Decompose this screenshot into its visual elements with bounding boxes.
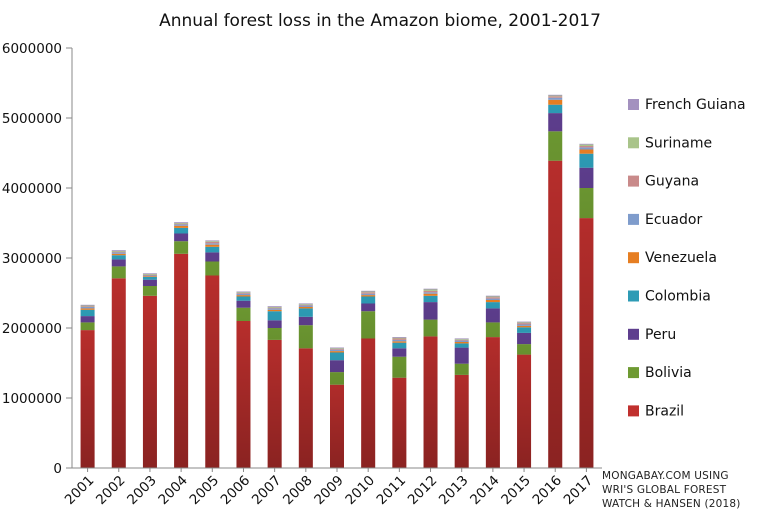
legend-swatch-peru [628, 328, 639, 340]
y-tick-label: 5000000 [2, 111, 62, 127]
x-tick-label: 2011 [374, 473, 410, 509]
legend-label: Brazil [645, 403, 684, 419]
legend-label: Peru [645, 327, 676, 343]
legend-swatch-ecuador [628, 213, 639, 225]
x-tick-label: 2016 [529, 473, 565, 509]
bar-shading [174, 222, 189, 468]
legend-label: Venezuela [645, 250, 717, 266]
y-tick-label: 1000000 [2, 391, 62, 407]
source-credit: MONGABAY.COM USING WRI'S GLOBAL FOREST W… [602, 469, 766, 511]
legend-label: French Guiana [645, 97, 746, 113]
legend-label: Colombia [645, 289, 711, 305]
legend-label: Guyana [645, 174, 699, 190]
bar-shading [111, 250, 126, 468]
credit-line-3: WATCH & HANSEN (2018) [602, 498, 741, 510]
legend-swatch-colombia [628, 290, 639, 302]
bars-group [80, 94, 594, 469]
credit-line-1: MONGABAY.COM USING [602, 470, 729, 482]
legend-swatch-venezuela [628, 252, 639, 264]
legend-swatch-french-guiana [628, 99, 639, 110]
bar-shading [548, 94, 563, 469]
x-tick-label: 2001 [62, 473, 98, 509]
bar-shading [454, 338, 469, 468]
x-tick-label: 2013 [436, 473, 472, 509]
legend-swatch-bolivia [628, 367, 639, 379]
legend-label: Suriname [645, 135, 712, 151]
bar-shading [330, 347, 344, 468]
x-tick-label: 2015 [498, 473, 534, 509]
bar-shading [80, 304, 95, 468]
x-tick-label: 2006 [218, 473, 254, 509]
legend-swatch-suriname [628, 137, 639, 149]
x-tick-label: 2017 [561, 473, 597, 509]
x-tick-label: 2007 [249, 473, 285, 509]
bar-shading [205, 240, 220, 468]
x-tick-label: 2002 [93, 473, 129, 509]
y-axis-ticks: 0 1000000 2000000 3000000 4000000 5000000 6000… [2, 41, 72, 477]
legend-label: Bolivia [645, 365, 692, 381]
x-tick-label: 2004 [155, 473, 191, 509]
bar-shading [267, 306, 282, 468]
x-tick-label: 2014 [467, 473, 503, 509]
x-tick-label: 2010 [342, 473, 378, 509]
x-axis-ticks: 2001200220032004200520062007200820092010… [62, 468, 596, 508]
bar-shading [485, 295, 500, 468]
x-tick-label: 2003 [124, 473, 160, 509]
x-tick-label: 2009 [311, 473, 347, 509]
bar-shading [236, 291, 251, 468]
y-tick-label: 2000000 [2, 321, 62, 337]
legend-swatch-guyana [628, 175, 639, 187]
x-tick-label: 2005 [187, 473, 223, 509]
y-tick-label: 0 [53, 461, 62, 477]
bar-shading [298, 303, 313, 468]
legend: French Guiana Suriname Guyana Ecuador Venezu… [628, 97, 746, 419]
credit-line-2: WRI'S GLOBAL FOREST [602, 484, 727, 496]
y-tick-label: 3000000 [2, 251, 62, 267]
bar-shading [579, 143, 594, 468]
bar-shading [392, 337, 407, 468]
bar-shading [517, 321, 532, 468]
y-tick-label: 4000000 [2, 181, 62, 197]
legend-swatch-brazil [628, 405, 639, 417]
chart-title: Annual forest loss in the Amazon biome, … [159, 11, 601, 31]
y-tick-label: 6000000 [2, 41, 62, 57]
x-tick-label: 2008 [280, 473, 316, 509]
bar-shading [142, 273, 157, 468]
bar-shading [423, 288, 438, 468]
bar-shading [361, 290, 376, 468]
x-tick-label: 2012 [405, 473, 441, 509]
legend-label: Ecuador [645, 212, 702, 228]
